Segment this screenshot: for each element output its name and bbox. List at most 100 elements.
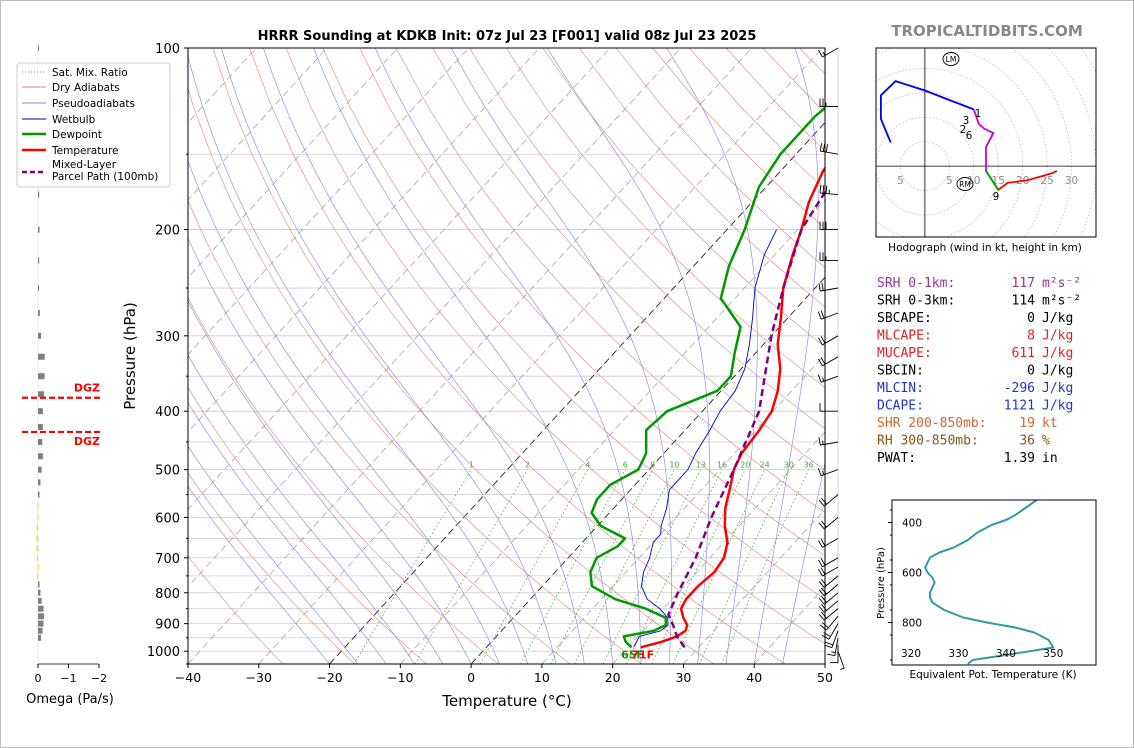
hodograph-ring-label: 5 (897, 175, 904, 187)
wind-barb (818, 47, 839, 58)
barb-staff (826, 615, 839, 631)
wind-barb (818, 538, 839, 548)
barb-flag (823, 632, 831, 637)
theta-e-x-tick-label: 350 (1043, 648, 1063, 660)
dewpoint-line (589, 106, 825, 649)
barb-staff (820, 287, 839, 292)
mixing-ratio-label: 13 (696, 461, 706, 470)
omega-bar (38, 439, 43, 446)
omega-bar (38, 581, 40, 588)
barb-flag (818, 605, 825, 613)
barb-flag (821, 282, 824, 291)
moist-adiabat-line (451, 48, 672, 664)
barb-staff (820, 312, 839, 320)
omega-bar (38, 332, 42, 339)
y-tick-label: 1000 (147, 645, 180, 660)
barb-flag (821, 587, 827, 595)
mixing-ratio-line (353, 469, 472, 664)
omega-bar (38, 257, 40, 264)
barb-half (822, 377, 825, 382)
hodograph-panel: 132 6 9 LM RM (875, 47, 1097, 238)
barb-flag (821, 622, 829, 629)
omega-bar (36, 525, 38, 532)
stats-table: SRH 0-1km: 117 m²s⁻² SRH 0-3km: 114 m²s⁻² SBCA… (877, 276, 1081, 466)
barb-staff (820, 150, 839, 155)
wind-barb (819, 221, 838, 231)
stat-unit: J/kg (1042, 329, 1073, 344)
stat-value: 19 (1019, 416, 1035, 431)
skewt-axes: −40 −30 −20 −10 0 10 20 30 40 50 100 200 300 400 500 60… (147, 42, 833, 685)
dry-adiabat-line (188, 297, 499, 664)
omega-bar (37, 554, 39, 561)
hodograph-trace (880, 80, 975, 143)
y-tick-label: 900 (155, 618, 180, 633)
theta-e-y-tick-label: 400 (902, 518, 922, 530)
y-tick-label: 500 (155, 464, 180, 479)
barb-staff (822, 335, 839, 346)
barb-flag (818, 613, 825, 621)
y-tick-label: 800 (155, 587, 180, 602)
barb-flag (821, 596, 827, 603)
stat-label: MLCIN: (877, 381, 924, 396)
moist-adiabat-line (188, 402, 387, 664)
hodograph-height-label: 6 (966, 130, 973, 142)
x-tick-label: 40 (746, 670, 762, 685)
x-tick-label: −10 (387, 670, 413, 685)
stat-unit: J/kg (1042, 311, 1073, 326)
mixing-ratio-label: 6 (623, 461, 628, 470)
x-tick-label: −30 (246, 670, 272, 685)
wind-barb (818, 600, 839, 613)
legend-label: Dewpoint (52, 129, 102, 141)
isotherm-line (753, 586, 825, 664)
barb-staff (822, 356, 839, 367)
barb-flag (820, 538, 826, 547)
omega-bar (38, 589, 41, 596)
stat-label: MLCAPE: (877, 329, 932, 344)
isotherm-line (188, 48, 469, 356)
dry-adiabat-line (188, 555, 284, 664)
barb-flag (818, 499, 825, 507)
temperature-line (640, 166, 825, 649)
omega-bar (38, 605, 44, 612)
y-tick-label: 200 (155, 224, 180, 239)
theta-e-x-tick-label: 320 (901, 648, 921, 660)
stat-value: 1121 (1004, 399, 1035, 414)
barb-flag (821, 579, 827, 586)
mixing-ratio-line (479, 469, 589, 664)
barb-flag (819, 143, 823, 152)
dry-adiabat-line (542, 48, 825, 348)
mixing-ratio-line (414, 469, 528, 664)
dry-adiabat-line (188, 472, 355, 664)
mixing-ratio-label: 16 (717, 461, 727, 470)
stat-label: SRH 0-1km: (877, 276, 955, 291)
y-tick-label: 300 (155, 330, 180, 345)
stat-unit: J/kg (1042, 364, 1073, 379)
moist-adiabat-line (188, 55, 528, 664)
stat-label: SBCAPE: (877, 311, 932, 326)
barb-staff (820, 441, 839, 446)
mixing-ratio-line (651, 469, 746, 664)
dry-adiabat-line (469, 48, 825, 430)
omega-bar (38, 597, 42, 604)
x-tick-label: −20 (316, 670, 342, 685)
wind-barb (818, 335, 839, 346)
dgz-label: DGZ (74, 382, 100, 395)
omega-bar (38, 226, 40, 233)
barb-flag (818, 522, 825, 530)
wind-barb (818, 608, 839, 621)
legend: Sat. Mix. Ratio Dry Adiabats Pseudoadiabat… (16, 62, 171, 188)
dry-adiabat-line (762, 48, 825, 113)
hodograph-caption: Hodograph (wind in kt, height in km) (888, 242, 1082, 254)
wind-barb (817, 374, 839, 383)
stat-value: 611 (1012, 346, 1035, 361)
barb-half (822, 51, 826, 56)
barb-flag (821, 520, 827, 528)
stat-value: 36 (1019, 434, 1035, 449)
x-tick-label: 30 (675, 670, 691, 685)
moist-adiabat-line (313, 48, 613, 664)
legend-label: Sat. Mix. Ratio (52, 67, 128, 79)
wind-barb (818, 437, 839, 446)
moist-adiabat-line (782, 462, 825, 664)
stat-value: 117 (1012, 276, 1035, 291)
